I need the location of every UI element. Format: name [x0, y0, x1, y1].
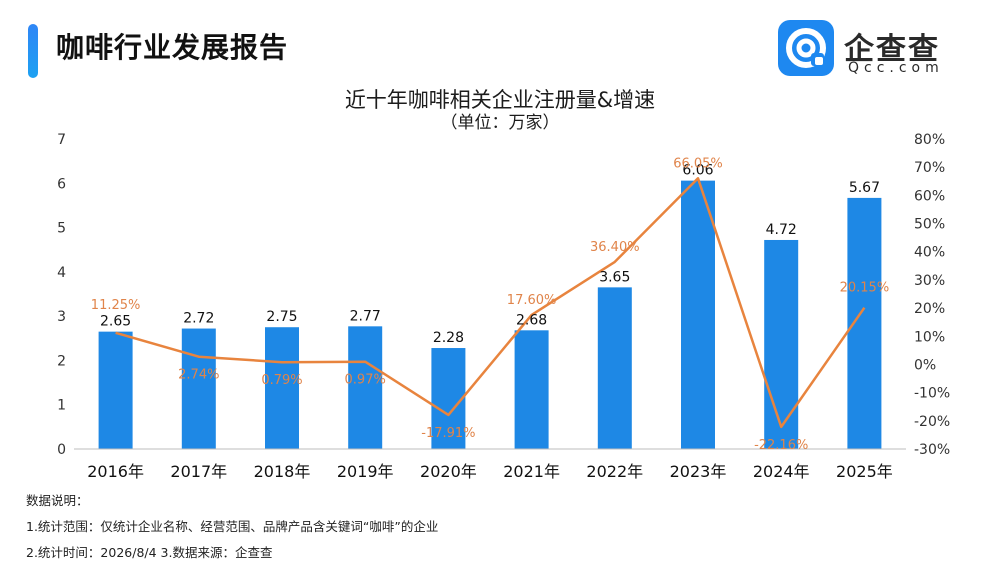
bar-value-label: 2.65: [100, 314, 131, 330]
notes-heading: 数据说明：: [26, 493, 89, 508]
logo-domain: Qcc.com: [848, 60, 944, 76]
y-left-tick-label: 0: [57, 442, 66, 458]
y-left-tick-label: 6: [57, 176, 66, 192]
x-category-label: 2020年: [420, 462, 477, 481]
x-category-label: 2016年: [87, 462, 144, 481]
growth-rate-label: 0.97%: [345, 373, 386, 388]
y-right-tick-label: -30%: [914, 442, 950, 458]
bar-value-label: 5.67: [849, 180, 880, 196]
y-right-tick-label: 70%: [914, 160, 945, 176]
y-right-tick-label: 50%: [914, 217, 945, 233]
y-right-tick-label: -10%: [914, 386, 950, 402]
x-category-label: 2018年: [254, 462, 311, 481]
y-right-tick-label: 10%: [914, 329, 945, 345]
bar-value-label: 3.65: [599, 269, 630, 285]
growth-rate-label: 2.74%: [178, 368, 219, 383]
x-category-label: 2022年: [586, 462, 643, 481]
y-left-tick-label: 1: [57, 398, 66, 414]
x-category-label: 2021年: [503, 462, 560, 481]
growth-rate-label: 17.60%: [507, 293, 557, 308]
y-right-tick-label: -20%: [914, 414, 950, 430]
bar: [514, 330, 549, 449]
y-right-tick-label: 20%: [914, 301, 945, 317]
bar: [681, 180, 715, 449]
y-right-tick-label: 80%: [914, 132, 945, 148]
growth-rate-label: 20.15%: [840, 281, 890, 296]
notes-time-source: 2.统计时间：2026/8/4 3.数据来源：企查查: [26, 545, 273, 560]
y-right-tick-label: 30%: [914, 273, 945, 289]
y-left-tick-label: 2: [57, 353, 66, 369]
chart-title: 近十年咖啡相关企业注册量&增速: [344, 88, 656, 112]
bar-value-label: 6.06: [682, 163, 713, 179]
x-category-label: 2024年: [753, 462, 810, 481]
y-right-tick-label: 40%: [914, 245, 945, 261]
x-category-label: 2023年: [670, 462, 727, 481]
bar: [181, 328, 216, 449]
y-right-tick-label: 60%: [914, 188, 945, 204]
y-left-tick-label: 4: [57, 265, 66, 281]
growth-rate-label: 36.40%: [590, 240, 640, 255]
bar-value-label: 4.72: [766, 222, 797, 238]
qcc-logo: 企查查 Qcc.com: [778, 20, 978, 80]
logo-icon: [778, 20, 834, 76]
bar: [764, 239, 799, 449]
bar-value-label: 2.75: [266, 309, 297, 325]
x-category-label: 2017年: [170, 462, 227, 481]
chart-subtitle: （单位：万家）: [440, 113, 560, 133]
growth-rate-label: 11.25%: [91, 298, 141, 313]
growth-rate-label: -22.16%: [754, 438, 808, 453]
bar-value-label: 2.28: [433, 330, 464, 346]
bar-value-label: 2.72: [183, 311, 214, 327]
bar: [348, 326, 383, 449]
x-category-label: 2019年: [337, 462, 394, 481]
bar: [431, 348, 466, 449]
notes-scope: 1.统计范围：仅统计企业名称、经营范围、品牌产品含关键词“咖啡”的企业: [26, 519, 439, 534]
growth-line: [115, 177, 866, 429]
bar-value-label: 2.77: [350, 308, 381, 324]
growth-rate-label: 0.79%: [261, 373, 302, 388]
growth-rate-label: -17.91%: [421, 426, 475, 441]
bar: [597, 287, 632, 449]
bar: [98, 331, 133, 449]
logo-name: 企查查: [844, 32, 940, 67]
bar: [265, 327, 299, 449]
title-accent-bar: [28, 24, 38, 78]
growth-rate-label: 66.05%: [673, 156, 723, 171]
x-category-label: 2025年: [836, 462, 893, 481]
y-left-tick-label: 3: [57, 309, 66, 325]
y-left-tick-label: 5: [57, 221, 66, 237]
page-title: 咖啡行业发展报告: [56, 31, 289, 64]
y-left-tick-label: 7: [57, 132, 66, 148]
bar-value-label: 2.68: [516, 312, 547, 328]
y-right-tick-label: 0%: [914, 357, 936, 373]
data-notes: 数据说明： 1.统计范围：仅统计企业名称、经营范围、品牌产品含关键词“咖啡”的企…: [26, 488, 438, 566]
